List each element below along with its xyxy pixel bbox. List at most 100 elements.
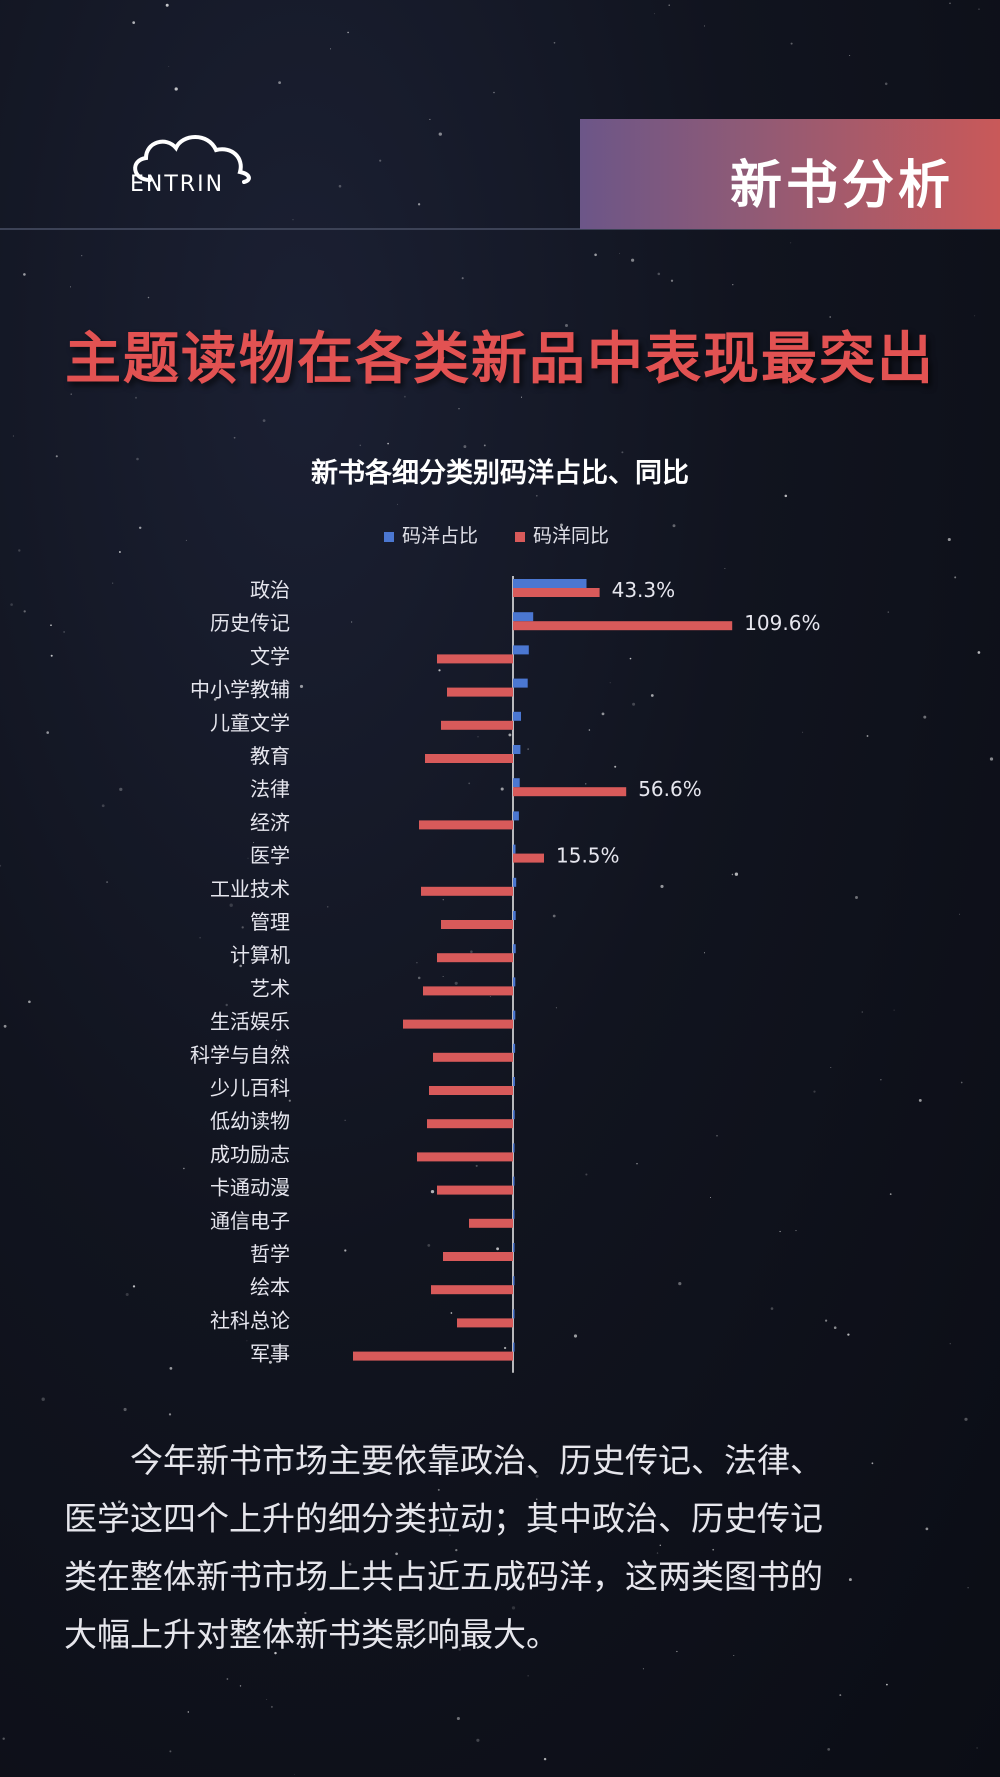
star <box>642 1668 644 1670</box>
star <box>976 1747 978 1749</box>
logo-text: ENTRIN <box>130 172 225 197</box>
star <box>477 736 479 738</box>
star <box>585 783 587 785</box>
star <box>585 1173 588 1176</box>
star <box>292 219 294 221</box>
star <box>239 1685 242 1687</box>
category-label: 绘本 <box>250 1275 290 1299</box>
star <box>225 1003 228 1007</box>
star <box>278 81 281 84</box>
star <box>954 576 957 579</box>
star <box>299 684 304 688</box>
bar-share <box>513 612 534 622</box>
star <box>3 1024 7 1028</box>
category-label: 政治 <box>250 578 290 602</box>
bar-yoy <box>457 1318 513 1328</box>
star <box>270 1705 273 1708</box>
star <box>330 48 332 50</box>
star <box>376 1637 380 1641</box>
star <box>428 1635 431 1637</box>
bar-share <box>513 1110 515 1120</box>
star <box>46 731 49 734</box>
star <box>535 1474 539 1478</box>
bar-yoy <box>417 1152 513 1162</box>
star <box>855 896 858 899</box>
summary-line: 今年新书市场主要依靠政治、历史传记、法律、 <box>130 1441 823 1480</box>
star <box>949 1343 951 1345</box>
category-label: 少儿百科 <box>210 1076 290 1100</box>
star <box>493 91 495 94</box>
star <box>427 1244 431 1247</box>
star <box>656 1552 659 1554</box>
star <box>351 621 353 623</box>
star <box>535 494 538 497</box>
page-headline: 主题读物在各类新品中表现最突出 <box>65 327 935 392</box>
star <box>825 1319 828 1322</box>
star <box>964 1417 968 1421</box>
star <box>63 631 65 633</box>
bar-yoy <box>513 787 627 797</box>
star <box>268 1360 272 1364</box>
star <box>476 1455 480 1459</box>
star <box>0 864 2 867</box>
section-banner: 新书分析 <box>580 119 1000 229</box>
star <box>456 1716 460 1721</box>
bar-share <box>513 944 516 954</box>
star <box>847 1333 850 1336</box>
category-label: 法律 <box>250 777 290 801</box>
star <box>344 1249 347 1252</box>
star <box>70 393 72 395</box>
star <box>483 444 486 447</box>
category-label: 哲学 <box>250 1242 290 1266</box>
star <box>438 132 442 136</box>
star <box>136 457 139 461</box>
star <box>379 159 382 162</box>
data-label: 43.3% <box>612 578 676 602</box>
star <box>893 1009 895 1011</box>
data-label: 109.6% <box>744 611 820 635</box>
summary-line: 大幅上升对整体新书类影响最大。 <box>64 1615 559 1654</box>
star <box>609 682 611 684</box>
star <box>442 975 444 977</box>
bar-yoy <box>425 754 513 763</box>
bar-share <box>513 1309 515 1319</box>
star <box>437 1488 440 1491</box>
bar-share <box>513 645 529 655</box>
star <box>112 582 114 584</box>
bar-share <box>513 1276 515 1286</box>
star <box>69 286 72 288</box>
star <box>274 1651 277 1655</box>
bar-share <box>513 778 520 788</box>
star <box>668 4 670 6</box>
star <box>132 1285 136 1288</box>
star <box>442 899 444 901</box>
star <box>168 1413 172 1416</box>
bar-share <box>513 1043 516 1053</box>
star <box>241 926 244 929</box>
bar-share <box>513 1077 515 1086</box>
bar-yoy <box>447 687 513 697</box>
bar-yoy <box>437 953 513 963</box>
star <box>222 621 224 623</box>
star <box>23 273 26 276</box>
star <box>659 1544 661 1547</box>
star <box>2 1737 5 1740</box>
star <box>710 1197 711 1198</box>
bar-share <box>513 1010 516 1020</box>
star <box>967 1587 969 1589</box>
star <box>520 396 523 398</box>
star <box>614 765 617 768</box>
summary-paragraph: 今年新书市场主要依靠政治、历史传记、法律、 医学这四个上升的细分类拉动；其中政治… <box>64 1432 944 1664</box>
star <box>475 1164 478 1167</box>
bar-yoy <box>433 1052 513 1062</box>
star <box>461 277 464 280</box>
star <box>565 324 568 327</box>
star <box>468 782 471 785</box>
star <box>55 455 58 458</box>
bar-yoy <box>437 1185 513 1195</box>
star <box>387 442 389 445</box>
star <box>304 1611 307 1615</box>
category-label: 教育 <box>250 744 290 768</box>
star <box>925 1527 929 1531</box>
